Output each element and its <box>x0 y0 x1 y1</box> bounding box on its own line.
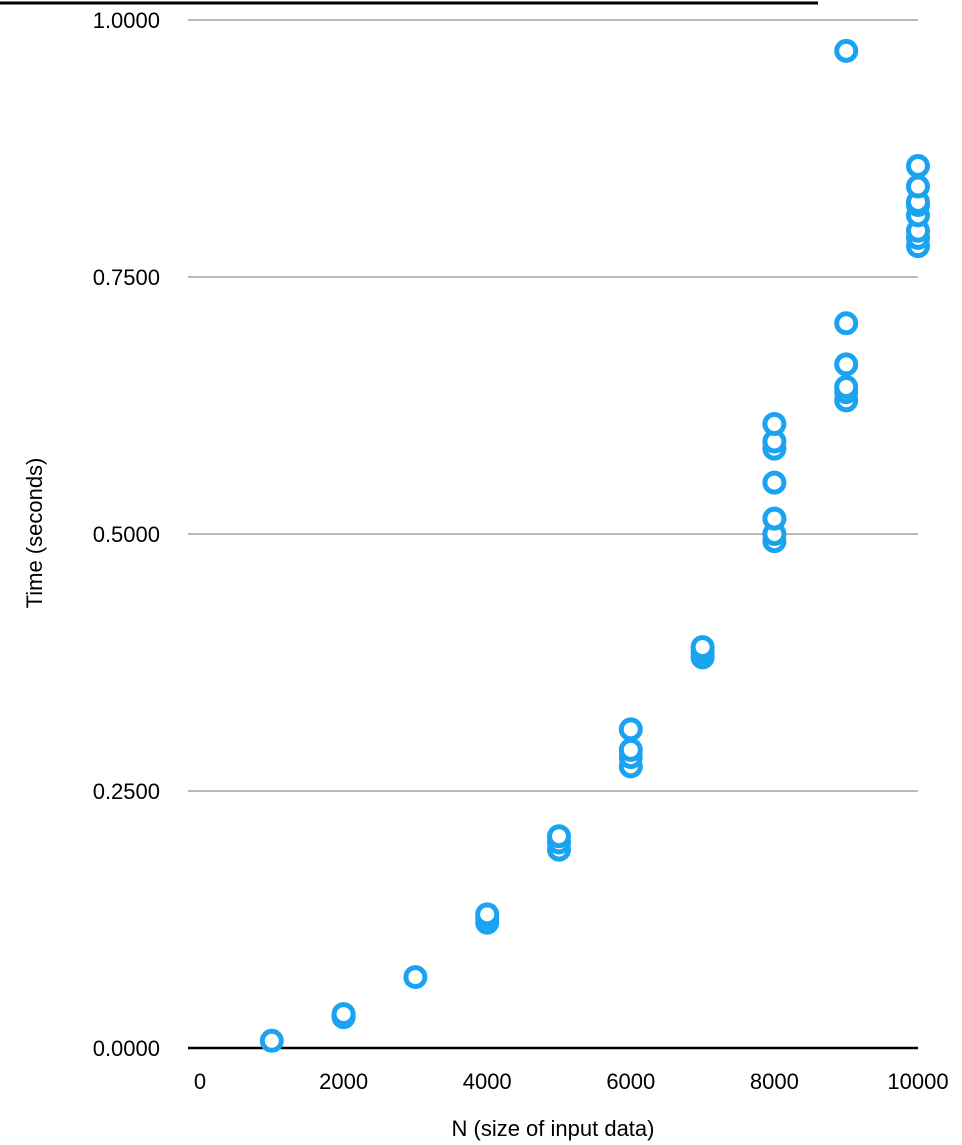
data-point <box>331 1002 356 1027</box>
x-tick-label: 4000 <box>463 1069 512 1094</box>
y-tick-label: 0.0000 <box>93 1036 160 1061</box>
y-axis-title: Time (seconds) <box>22 458 47 609</box>
x-tick-label: 8000 <box>750 1069 799 1094</box>
y-tick-label: 0.5000 <box>93 522 160 547</box>
y-tick-label: 0.7500 <box>93 265 160 290</box>
y-tick-label: 1.0000 <box>93 8 160 33</box>
x-tick-label: 2000 <box>319 1069 368 1094</box>
data-point <box>690 635 715 660</box>
data-point <box>259 1028 284 1053</box>
x-tick-label: 6000 <box>606 1069 655 1094</box>
data-point <box>762 412 787 437</box>
data-point <box>834 352 859 377</box>
data-point <box>906 174 930 199</box>
data-point <box>547 824 571 849</box>
data-point <box>906 153 930 178</box>
data-point <box>618 737 643 762</box>
grid-lines <box>188 19 918 792</box>
data-point <box>475 902 500 927</box>
data-point <box>834 38 859 63</box>
y-axis-tick-labels: 0.0000 0.2500 0.5000 0.7500 1.0000 <box>93 8 160 1061</box>
data-point <box>403 965 428 990</box>
data-point <box>762 470 787 495</box>
x-axis-title: N (size of input data) <box>452 1116 655 1141</box>
y-tick-label: 0.2500 <box>93 779 160 804</box>
data-point <box>618 717 643 742</box>
x-tick-label: 10000 <box>887 1069 948 1094</box>
data-point <box>834 311 859 336</box>
data-point <box>834 374 859 399</box>
x-axis-tick-labels: 0 2000 4000 6000 8000 10000 <box>194 1069 949 1094</box>
x-tick-label: 0 <box>194 1069 206 1094</box>
data-point <box>762 506 787 531</box>
data-points <box>259 38 930 1053</box>
